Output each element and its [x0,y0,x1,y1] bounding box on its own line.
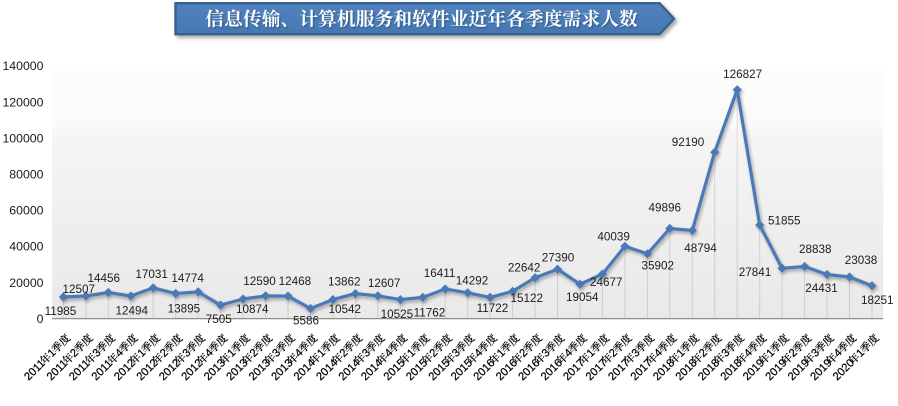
svg-text:11985: 11985 [45,305,77,318]
svg-text:12494: 12494 [115,305,148,318]
svg-text:126827: 126827 [723,68,762,81]
svg-text:12507: 12507 [63,283,96,296]
svg-text:10525: 10525 [381,308,414,321]
svg-text:40000: 40000 [9,240,43,254]
svg-text:23038: 23038 [845,254,878,267]
svg-text:18251: 18251 [861,294,894,307]
svg-text:14456: 14456 [87,272,120,285]
svg-text:15122: 15122 [511,292,544,305]
svg-text:0: 0 [37,312,44,326]
svg-text:120000: 120000 [2,95,43,109]
svg-text:24431: 24431 [805,282,838,295]
svg-text:28838: 28838 [799,243,832,256]
svg-text:19054: 19054 [566,291,599,304]
svg-text:14292: 14292 [456,275,489,288]
svg-text:48794: 48794 [684,242,717,255]
svg-text:20000: 20000 [9,276,43,290]
svg-text:12590: 12590 [243,275,276,288]
svg-text:27390: 27390 [542,252,575,265]
svg-text:27841: 27841 [739,266,772,279]
svg-text:10874: 10874 [236,303,269,316]
svg-text:13862: 13862 [328,276,361,289]
svg-text:12468: 12468 [279,275,312,288]
svg-text:13895: 13895 [168,303,201,316]
svg-text:140000: 140000 [2,59,43,73]
svg-text:60000: 60000 [9,204,43,218]
svg-text:10542: 10542 [329,303,362,316]
svg-text:5586: 5586 [293,314,319,327]
svg-text:11722: 11722 [477,302,509,315]
svg-text:7505: 7505 [206,313,233,326]
svg-text:49896: 49896 [648,201,681,214]
svg-text:22642: 22642 [508,262,541,275]
svg-text:17031: 17031 [135,268,168,281]
svg-text:51855: 51855 [768,214,801,227]
svg-text:92190: 92190 [672,136,705,149]
svg-text:35902: 35902 [642,260,675,273]
svg-text:80000: 80000 [9,168,43,182]
svg-text:11762: 11762 [414,306,446,319]
svg-text:14774: 14774 [171,272,204,285]
svg-text:12607: 12607 [368,277,401,290]
svg-text:24677: 24677 [590,276,623,289]
svg-text:40039: 40039 [597,231,630,244]
svg-text:100000: 100000 [2,131,43,145]
svg-text:16411: 16411 [424,267,456,280]
